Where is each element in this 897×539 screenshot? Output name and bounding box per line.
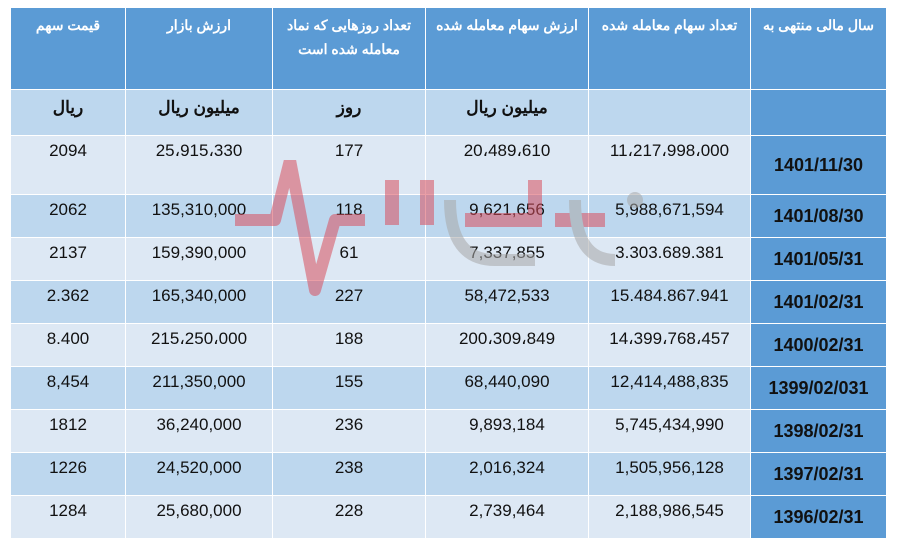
- cell-days: 236: [272, 409, 426, 453]
- cell-market-value: 25,680,000: [125, 495, 273, 539]
- cell-traded-shares: 14،399،768،457: [588, 323, 751, 367]
- cell-price: 8,454: [10, 366, 126, 410]
- cell-price: 2062: [10, 194, 126, 238]
- cell-year: 1401/11/30: [750, 135, 887, 195]
- cell-traded-shares: 3.303.689.381: [588, 237, 751, 281]
- cell-market-value: 36,240,000: [125, 409, 273, 453]
- cell-days: 118: [272, 194, 426, 238]
- cell-traded-shares: 1,505,956,128: [588, 452, 751, 496]
- header-fiscal-year: سال مالی منتهی به: [750, 7, 887, 90]
- cell-market-value: 215،250،000: [125, 323, 273, 367]
- cell-traded-shares: 15.484.867.941: [588, 280, 751, 324]
- table-row: 2094 25،915،330 177 20،489،610 11،217،998،00…: [10, 135, 887, 195]
- cell-traded-value: 58,472,533: [425, 280, 589, 324]
- cell-traded-value: 9,621,656: [425, 194, 589, 238]
- header-row: قیمت سهم ارزش بازار تعداد روزهایی که نما…: [10, 7, 887, 90]
- cell-year: 1401/08/30: [750, 194, 887, 238]
- header-price: قیمت سهم: [10, 7, 126, 90]
- cell-days: 177: [272, 135, 426, 195]
- financial-table: قیمت سهم ارزش بازار تعداد روزهایی که نما…: [10, 7, 887, 539]
- table-row: 2062 135,310,000 118 9,621,656 5,988,671,594…: [10, 194, 887, 238]
- header-market-value: ارزش بازار: [125, 7, 273, 90]
- cell-year: 1399/02/031: [750, 366, 887, 410]
- cell-traded-shares: 2,188,986,545: [588, 495, 751, 539]
- cell-traded-value: 20،489،610: [425, 135, 589, 195]
- cell-price: 1284: [10, 495, 126, 539]
- cell-year: 1401/05/31: [750, 237, 887, 281]
- unit-traded-shares: [588, 89, 751, 136]
- table-row: 2137 159,390,000 61 7,337,855 3.303.689.381 1…: [10, 237, 887, 281]
- table-row: 8,454 211,350,000 155 68,440,090 12,414,488,…: [10, 366, 887, 410]
- cell-traded-shares: 5,745,434,990: [588, 409, 751, 453]
- header-traded-value: ارزش سهام معامله شده: [425, 7, 589, 90]
- cell-days: 238: [272, 452, 426, 496]
- cell-traded-value: 2,016,324: [425, 452, 589, 496]
- cell-year: 1396/02/31: [750, 495, 887, 539]
- cell-year: 1400/02/31: [750, 323, 887, 367]
- cell-traded-value: 9,893,184: [425, 409, 589, 453]
- cell-price: 2094: [10, 135, 126, 195]
- table-row: 1226 24,520,000 238 2,016,324 1,505,956,128 1…: [10, 452, 887, 496]
- cell-traded-value: 7,337,855: [425, 237, 589, 281]
- cell-traded-shares: 11،217،998،000: [588, 135, 751, 195]
- cell-price: 2.362: [10, 280, 126, 324]
- unit-traded-value: میلیون ریال: [425, 89, 589, 136]
- cell-traded-value: 200،309،849: [425, 323, 589, 367]
- cell-price: 8.400: [10, 323, 126, 367]
- cell-market-value: 165,340,000: [125, 280, 273, 324]
- cell-days: 188: [272, 323, 426, 367]
- cell-days: 228: [272, 495, 426, 539]
- table-row: 2.362 165,340,000 227 58,472,533 15.484.867.…: [10, 280, 887, 324]
- table-row: 1284 25,680,000 228 2,739,464 2,188,986,545 1…: [10, 495, 887, 539]
- cell-market-value: 159,390,000: [125, 237, 273, 281]
- cell-year: 1397/02/31: [750, 452, 887, 496]
- unit-market-value: میلیون ریال: [125, 89, 273, 136]
- cell-traded-value: 2,739,464: [425, 495, 589, 539]
- cell-market-value: 135,310,000: [125, 194, 273, 238]
- cell-price: 1812: [10, 409, 126, 453]
- header-trading-days: تعداد روزهایی که نماد معامله شده است: [272, 7, 426, 90]
- header-traded-shares: تعداد سهام معامله شده: [588, 7, 751, 90]
- cell-traded-value: 68,440,090: [425, 366, 589, 410]
- cell-market-value: 25،915،330: [125, 135, 273, 195]
- cell-market-value: 24,520,000: [125, 452, 273, 496]
- cell-year: 1401/02/31: [750, 280, 887, 324]
- cell-traded-shares: 12,414,488,835: [588, 366, 751, 410]
- cell-year: 1398/02/31: [750, 409, 887, 453]
- cell-days: 227: [272, 280, 426, 324]
- table-row: 8.400 215،250،000 188 200،309،849 14،399،768…: [10, 323, 887, 367]
- cell-days: 61: [272, 237, 426, 281]
- unit-price: ریال: [10, 89, 126, 136]
- cell-price: 1226: [10, 452, 126, 496]
- cell-market-value: 211,350,000: [125, 366, 273, 410]
- unit-days: روز: [272, 89, 426, 136]
- cell-days: 155: [272, 366, 426, 410]
- cell-traded-shares: 5,988,671,594: [588, 194, 751, 238]
- unit-row: ریال میلیون ریال روز میلیون ریال: [10, 89, 887, 136]
- unit-year: [750, 89, 887, 136]
- table-row: 1812 36,240,000 236 9,893,184 5,745,434,990 1…: [10, 409, 887, 453]
- cell-price: 2137: [10, 237, 126, 281]
